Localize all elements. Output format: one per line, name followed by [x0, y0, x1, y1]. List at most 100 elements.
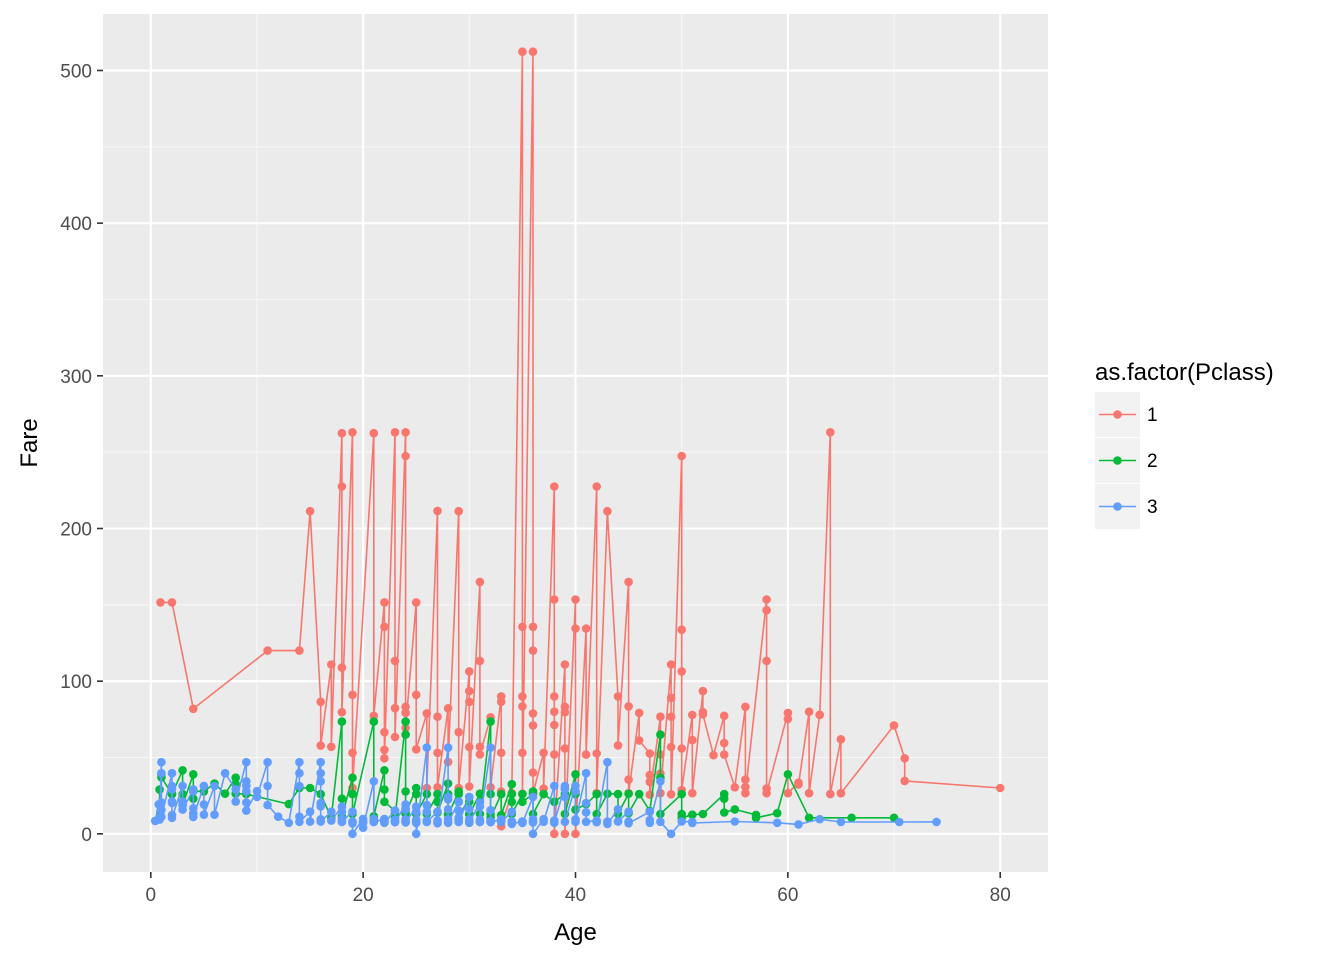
data-point [411, 690, 421, 700]
data-point [550, 781, 559, 791]
data-point [390, 656, 400, 666]
data-point [422, 743, 432, 752]
data-point [836, 817, 846, 827]
data-point [847, 813, 856, 823]
data-point [316, 757, 326, 767]
data-point [167, 768, 177, 778]
data-point [624, 577, 633, 587]
data-point [528, 47, 538, 56]
data-point [295, 646, 304, 655]
data-point [719, 738, 729, 748]
data-point [167, 598, 177, 607]
data-point [486, 717, 495, 726]
data-point [295, 757, 304, 767]
data-point [465, 686, 474, 696]
data-point [719, 794, 729, 803]
data-point [327, 660, 336, 669]
data-point [815, 710, 824, 720]
data-point [677, 744, 686, 753]
data-point [348, 773, 357, 782]
data-point [433, 789, 442, 799]
data-point [390, 703, 400, 713]
data-point [390, 806, 400, 815]
data-point [465, 742, 474, 752]
data-point [316, 768, 326, 778]
data-point [401, 702, 410, 712]
data-point [305, 783, 315, 793]
data-point [210, 810, 219, 819]
x-axis: 0 20 40 60 80 [145, 872, 1011, 906]
data-point [401, 708, 410, 718]
data-point [666, 742, 676, 752]
data-point [156, 598, 165, 607]
data-point [242, 786, 251, 796]
data-point [199, 800, 209, 809]
x-axis-title: Age [554, 919, 597, 946]
data-point [465, 792, 474, 802]
data-point [539, 789, 548, 799]
data-point [560, 817, 570, 827]
data-point [475, 656, 485, 666]
data-point [603, 819, 612, 829]
data-point [380, 785, 389, 794]
data-point [571, 595, 580, 604]
data-point [719, 711, 729, 721]
data-point [242, 757, 251, 767]
data-point [443, 704, 453, 713]
data-point [995, 783, 1005, 793]
data-point [486, 743, 495, 752]
data-point [422, 709, 432, 718]
data-point [645, 777, 655, 787]
data-point [157, 798, 166, 807]
data-point [507, 819, 517, 829]
y-tick-label: 100 [60, 672, 92, 693]
data-point [826, 789, 835, 799]
x-tick-label: 0 [145, 885, 156, 906]
data-point [157, 805, 166, 815]
data-point [539, 748, 548, 758]
data-point [741, 775, 750, 784]
data-point [155, 785, 164, 794]
data-point [401, 428, 410, 437]
x-tick-label: 80 [990, 885, 1011, 906]
data-point [411, 789, 421, 799]
data-point [624, 789, 633, 798]
data-point [581, 817, 591, 827]
legend-key-point [1113, 502, 1122, 511]
data-point [581, 624, 591, 633]
data-point [581, 768, 591, 778]
data-point [465, 697, 474, 707]
data-point [316, 817, 326, 826]
data-point [804, 788, 814, 798]
data-point [666, 693, 676, 703]
data-point [762, 656, 771, 666]
data-point [231, 773, 240, 782]
data-point [316, 741, 326, 750]
data-point [358, 823, 368, 832]
data-point [581, 750, 591, 759]
data-point [348, 428, 357, 437]
data-point [581, 808, 591, 817]
data-point [263, 781, 272, 791]
legend-key-point [1113, 456, 1122, 465]
data-point [210, 781, 219, 791]
data-point [305, 817, 315, 826]
data-point [327, 807, 336, 816]
data-point [422, 817, 432, 827]
data-point [698, 710, 708, 719]
data-point [390, 428, 400, 437]
data-point [900, 754, 909, 763]
data-point [730, 805, 740, 814]
data-point [613, 789, 623, 799]
data-point [666, 829, 676, 839]
data-point [178, 781, 187, 791]
data-point [634, 736, 644, 745]
data-point [454, 817, 464, 827]
data-point [348, 789, 357, 799]
data-point [401, 818, 410, 827]
legend-key-point [1113, 410, 1122, 419]
series-3 [150, 743, 941, 839]
data-point [401, 730, 410, 739]
data-point [454, 727, 464, 737]
